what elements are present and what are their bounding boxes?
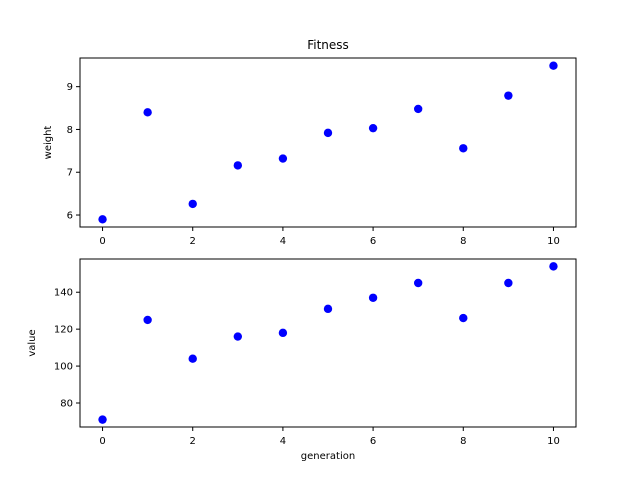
x-tick-label: 6 xyxy=(370,436,376,447)
data-point xyxy=(413,104,423,114)
data-point xyxy=(98,415,107,424)
data-point xyxy=(459,144,468,153)
x-tick-label: 2 xyxy=(190,436,196,447)
x-axis-label: generation xyxy=(301,451,355,462)
weight-subplot: 0 2 4 6 8 10 6 7 8 9 Fitness weight xyxy=(43,38,577,247)
y-tick-label: 8 xyxy=(67,125,73,136)
data-point xyxy=(459,313,468,323)
data-point xyxy=(233,161,243,170)
x-tick-label: 10 xyxy=(547,436,560,447)
data-point xyxy=(368,293,378,302)
x-tick-label: 6 xyxy=(370,236,376,247)
y-tick-label: 120 xyxy=(54,325,73,336)
chart-title: Fitness xyxy=(307,38,349,52)
y-tick-label: 9 xyxy=(67,82,73,93)
x-tick-label: 4 xyxy=(280,436,286,447)
data-point xyxy=(504,278,513,288)
plot-frame xyxy=(79,258,577,428)
y-tick-label: 80 xyxy=(60,399,73,410)
x-tick-label: 2 xyxy=(190,236,196,247)
y-axis-label: value xyxy=(27,329,38,356)
data-point xyxy=(143,315,152,325)
y-axis-label: weight xyxy=(43,126,54,160)
x-tick-label: 4 xyxy=(280,236,286,247)
x-tick-label: 0 xyxy=(99,436,105,447)
data-point xyxy=(188,199,197,209)
x-tick-label: 8 xyxy=(460,436,466,447)
plot-frame xyxy=(79,57,577,228)
y-tick-label: 140 xyxy=(54,288,73,299)
data-point xyxy=(549,262,558,271)
y-tick-label: 6 xyxy=(67,211,73,222)
data-point xyxy=(549,61,558,70)
data-point xyxy=(98,215,107,224)
y-tick-label: 100 xyxy=(54,362,73,373)
data-point xyxy=(413,278,423,288)
data-point xyxy=(143,108,152,117)
data-point xyxy=(368,123,378,133)
data-point xyxy=(323,128,333,138)
data-point xyxy=(323,304,333,314)
data-point xyxy=(233,332,243,341)
data-point xyxy=(188,354,197,363)
data-point xyxy=(278,328,288,338)
data-point xyxy=(278,154,288,163)
value-subplot: 0 2 4 6 8 10 80 100 120 140 generation value xyxy=(27,258,577,462)
y-tick-label: 7 xyxy=(67,168,73,179)
x-tick-label: 10 xyxy=(547,236,560,247)
data-point xyxy=(504,91,513,100)
x-tick-label: 8 xyxy=(460,236,466,247)
x-tick-label: 0 xyxy=(99,236,105,247)
